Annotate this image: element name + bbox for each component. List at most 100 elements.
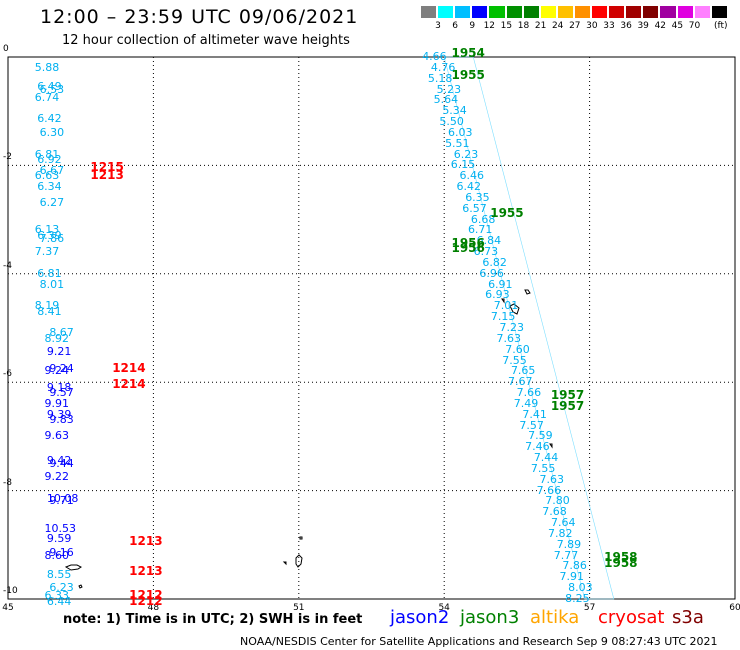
wave-height-label: 8.60 [44,548,69,562]
legend-label: 42 [654,21,667,31]
wave-height-label: 7.01 [493,299,519,313]
wave-height-label: 9.57 [49,386,74,400]
wave-height-label: 9.39 [46,407,72,421]
wave-height-label: 7.41 [522,407,547,421]
legend-swatch [421,6,437,18]
wave-height-label: 5.88 [34,60,60,74]
wave-height-label: 7.44 [533,451,559,465]
legend-label: 24 [551,21,564,31]
pass-time-label: 1212 [129,588,163,603]
legend-label: 36 [620,21,632,31]
wave-height-label: 6.33 [44,589,69,603]
legend-swatch [711,6,727,18]
wave-height-label: 9.71 [49,494,74,508]
y-tick-label: -6 [3,369,12,380]
wave-height-label: 9.59 [46,532,72,546]
wave-height-label: 7.66 [536,483,562,497]
legend-label: 27 [569,21,581,31]
pass-time-label: 1954 [451,46,485,61]
wave-height-label: 5.23 [436,82,462,96]
wave-height-label: 8.03 [568,581,593,595]
x-tick-label: 45 [2,603,14,613]
satellite-jason2: jason2 [390,607,450,628]
legend-label: 33 [603,21,615,31]
legend-swatch [557,6,573,18]
wave-height-label: 7.60 [505,342,530,356]
wave-height-label: 8.92 [44,331,69,345]
wave-height-label: 9.63 [44,429,69,443]
pass-time-label: 1956 [451,241,485,256]
y-tick-label: -4 [3,260,12,271]
legend-swatch [592,6,608,18]
wave-height-label: 8.19 [34,299,60,313]
wave-height-label: 6.23 [453,147,479,161]
credit-line: NOAA/NESDIS Center for Satellite Applica… [240,635,718,648]
satellite-cryosat: cryosat [598,607,665,628]
y-tick-label: -10 [3,586,18,596]
wave-height-label: 9.91 [44,396,69,410]
wave-height-label: 7.82 [548,526,573,540]
wave-height-label: 6.53 [39,82,65,96]
wave-height-label: 9.16 [49,545,74,559]
wave-height-label: 9.42 [46,453,72,467]
wave-height-label: 6.93 [485,288,510,302]
island-outline [509,303,520,315]
wave-height-label: 5.50 [439,115,464,129]
legend-swatch [677,6,693,18]
pass-time-label: 1214 [112,360,146,375]
wave-height-label: 7.55 [502,353,527,367]
pass-time-label: 1212 [129,593,163,608]
legend-swatch [438,6,454,18]
wave-height-label: 7.66 [516,386,542,400]
wave-height-label: 8.25 [565,592,590,605]
wave-height-label: 6.71 [467,223,493,237]
pass-time-label: 1214 [112,376,146,391]
wave-height-label: 9.18 [46,380,72,394]
page-subtitle: 12 hour collection of altimeter wave hei… [62,33,350,48]
wave-height-label: 7.55 [530,461,556,475]
x-tick-label: 54 [438,603,450,613]
satellite-altika: altika [530,607,580,628]
wave-height-label: 6.96 [479,266,504,280]
wave-height-label: 6.67 [39,163,65,177]
wave-height-label: 6.44 [46,594,72,608]
wave-height-label: 9.24 [44,364,69,378]
y-tick-label: -8 [3,477,12,488]
satellite-jason3: jason3 [460,607,520,628]
island-outline [295,554,303,568]
wave-height-label: 9.22 [44,470,69,484]
legend-label: 45 [671,21,684,31]
wave-height-label: 6.81 [34,147,60,161]
legend-label: 3 [435,21,441,31]
legend-swatch [455,6,471,18]
wave-height-label: 6.30 [39,125,65,139]
legend-label: 18 [517,21,530,31]
wave-height-label: 5.34 [442,104,467,118]
wave-height-label: 6.81 [37,266,62,280]
wave-height-label: 6.49 [37,79,62,93]
legend-unit: (ft) [714,21,728,31]
wave-height-label: 6.35 [465,190,490,204]
legend-swatch [489,6,505,18]
wave-height-label: 6.42 [37,112,62,126]
island-outline [78,584,83,589]
wave-height-label: 9.83 [49,413,74,427]
legend-swatch [643,6,659,18]
wave-height-label: 5.18 [427,71,453,85]
pass-time-label: 1955 [451,67,485,82]
legend-label: 39 [637,21,649,31]
wave-height-label: 9.21 [46,345,72,359]
legend-label: 30 [586,21,598,31]
wave-height-label: 9.44 [49,456,74,470]
legend-swatch [574,6,591,18]
wave-height-label: 7.23 [499,321,525,334]
wave-height-label: 8.01 [39,277,65,291]
x-tick-label: 48 [147,603,160,613]
wave-height-label: 9.24 [49,361,74,375]
pass-time-label: 1956 [451,235,485,250]
wave-height-label: 7.86 [562,559,587,573]
wave-height-label: 6.13 [34,223,60,237]
y-tick-label: -2 [3,152,12,163]
wave-height-label: 8.55 [46,567,72,581]
wave-height-label: 7.86 [39,231,65,245]
